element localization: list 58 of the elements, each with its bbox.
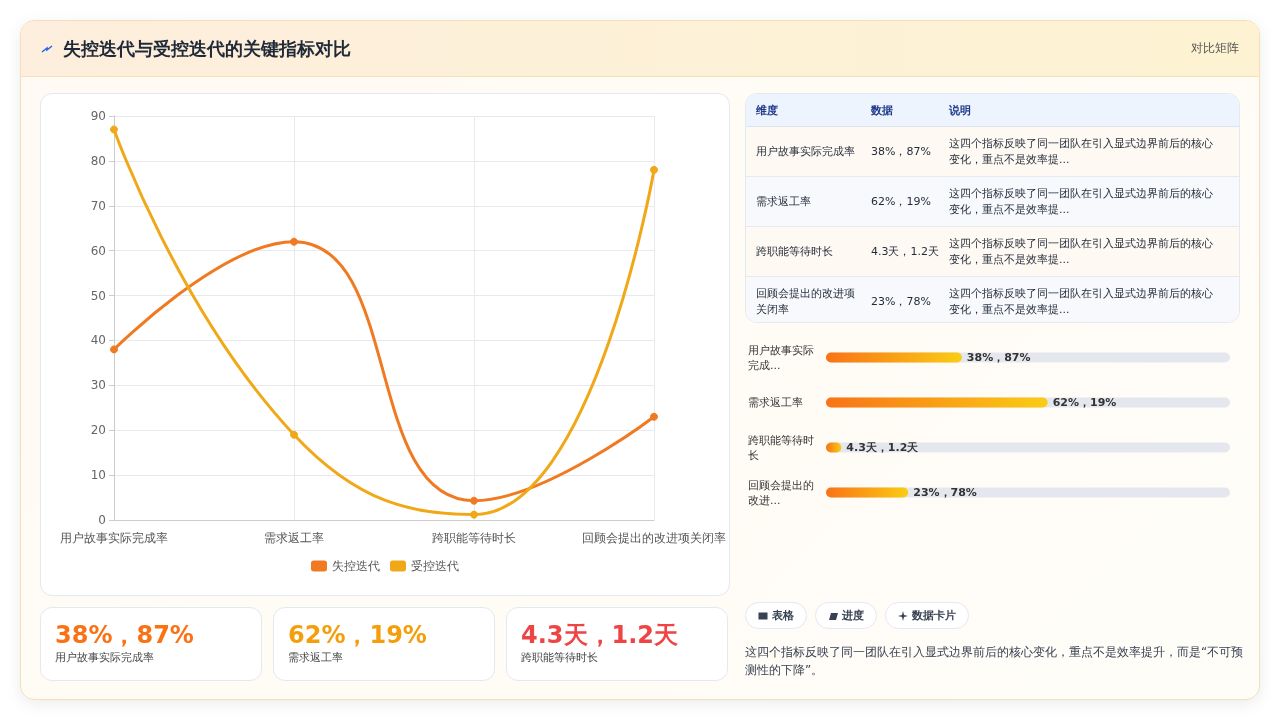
text: 这四个指标反映了同一团队在引入显式边界前后的核心变化，重点不是效率提升，而是“不可预测性的下降”。 xyxy=(745,644,1245,679)
x-tick-label: 回顾会提出的改进项关闭率 xyxy=(582,531,726,545)
text: 4.3天，1.2天 xyxy=(521,621,679,649)
bar xyxy=(826,487,909,498)
y-tick-label: 60 xyxy=(90,243,106,258)
text: 62%，19% xyxy=(288,621,427,649)
y-tick-label: 70 xyxy=(90,198,106,213)
x-tick-label: 需求返工率 xyxy=(264,531,324,545)
data-label: 23%，78% xyxy=(913,486,977,499)
text: 23%，78% xyxy=(871,294,931,308)
text: 对比矩阵 xyxy=(1191,40,1239,57)
point xyxy=(470,510,478,519)
text: 这四个指标反映了同一团队在引入显式边界前后的核心变化，重点不是效率提... xyxy=(949,286,1213,316)
point xyxy=(110,125,118,134)
text: 4.3天，1.2天 xyxy=(871,244,939,258)
point xyxy=(290,430,298,439)
y-tick-label: 回顾会提出的改进... xyxy=(748,478,814,507)
y-tick-label: 需求返工率 xyxy=(748,396,803,409)
x-tick-label: 用户故事实际完成率 xyxy=(60,531,168,545)
point xyxy=(110,345,118,354)
y-tick-label: 0 xyxy=(98,513,106,527)
category-label: 跨职能等待时长 xyxy=(521,650,599,665)
text: 表格 xyxy=(745,602,807,629)
y-tick-label: 用户故事实际完成... xyxy=(748,343,814,372)
text: 38%，87% xyxy=(55,621,194,649)
point xyxy=(470,496,478,505)
y-tick-label: 80 xyxy=(90,153,106,168)
data-label: 62%，19% xyxy=(1052,396,1117,409)
category-label: 用户故事实际完成率 xyxy=(55,650,155,665)
category-label: 数据 xyxy=(871,102,894,118)
y-tick-label: 50 xyxy=(90,288,106,303)
text: 进度 xyxy=(815,602,877,629)
y-tick-label: 30 xyxy=(90,378,106,393)
legend-label: 受控迭代 xyxy=(411,559,459,573)
data-label: 4.3天，1.2天 xyxy=(846,441,920,454)
legend-label: 失控迭代 xyxy=(332,559,380,573)
y-tick-label: 40 xyxy=(90,333,106,348)
data-label: 38%，87% xyxy=(966,351,1031,364)
category-label: 需求返工率 xyxy=(288,650,344,665)
point xyxy=(290,237,298,246)
text: 这四个指标反映了同一团队在引入显式边界前后的核心变化，重点不是效率提... xyxy=(949,136,1213,166)
y-tick-label: 90 xyxy=(90,109,106,123)
point xyxy=(650,165,658,174)
text: 回顾会提出的改进项关闭率 xyxy=(756,286,855,316)
category-label: 说明 xyxy=(949,102,972,118)
y-tick-label: 10 xyxy=(90,468,106,483)
text: 这四个指标反映了同一团队在引入显式边界前后的核心变化，重点不是效率提... xyxy=(949,236,1213,266)
x-tick-label: 跨职能等待时长 xyxy=(432,531,516,545)
text: 这四个指标反映了同一团队在引入显式边界前后的核心变化，重点不是效率提... xyxy=(949,186,1213,216)
text: 用户故事实际完成率 xyxy=(756,144,855,158)
text: 38%，87% xyxy=(871,144,931,158)
y-tick-label: 跨职能等待时长 xyxy=(748,433,814,462)
category-label: 维度 xyxy=(756,102,779,118)
text: 62%，19% xyxy=(871,194,931,208)
chart-title: 失控迭代与受控迭代的关键指标对比 xyxy=(63,36,351,61)
y-tick-label: 20 xyxy=(90,423,106,438)
text: 数据卡片 xyxy=(885,602,969,629)
point xyxy=(650,412,658,421)
